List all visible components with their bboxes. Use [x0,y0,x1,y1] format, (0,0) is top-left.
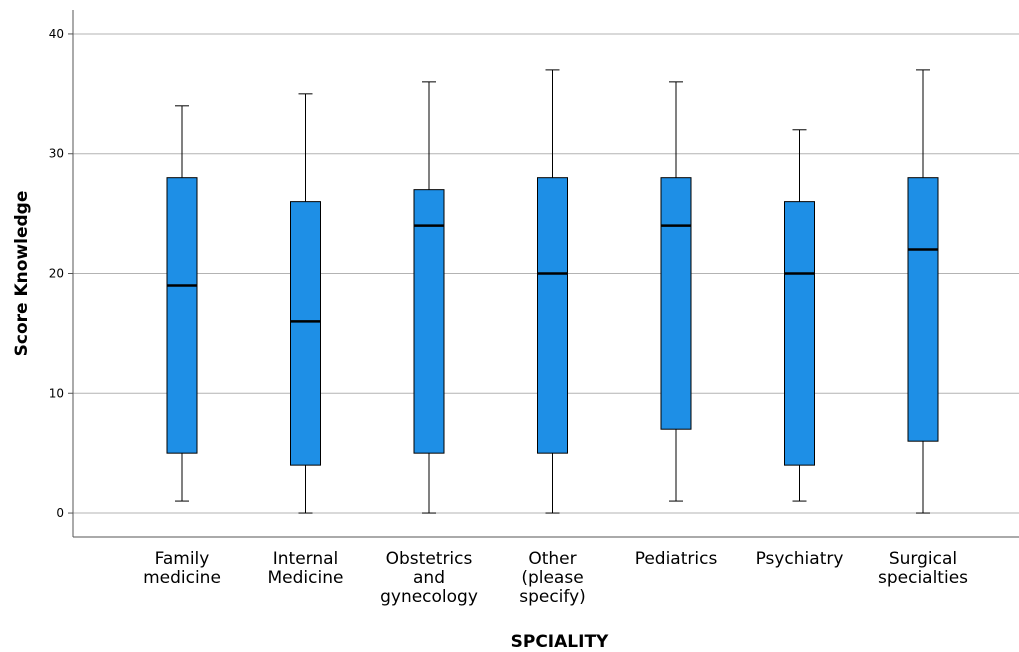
x-axis-title: SPCIALITY [511,632,609,652]
x-category-label-line: Surgical [889,549,957,569]
box-2 [290,93,321,514]
x-category-label-line: Medicine [268,568,344,588]
x-category-label: Internal Medicine [268,549,344,588]
iqr-box [537,177,568,454]
x-category-label-line: gynecology [380,587,478,607]
x-category-label-line: specify) [519,587,586,607]
x-category-label-line: Psychiatry [756,549,844,569]
x-category-label-line: Other [528,549,576,569]
x-category-label-line: medicine [143,568,221,588]
iqr-box [907,177,939,442]
box-4 [537,69,568,514]
y-tick-label: 40 [49,27,64,41]
y-tick-label: 30 [49,147,64,161]
x-category-label: Surgical specialties [878,549,968,588]
x-category-label-line: specialties [878,568,968,588]
y-axis-title: Score Knowledge [12,191,32,357]
y-tick-label: 20 [49,267,64,281]
x-category-label: Family medicine [143,549,221,588]
iqr-box [166,177,198,454]
x-category-label-line: Family [155,549,210,569]
box-6 [784,129,815,502]
x-category-label-line: (please [521,568,583,588]
iqr-box [784,201,815,466]
x-category-label: Pediatrics [635,549,718,569]
x-category-label-line: Pediatrics [635,549,718,569]
x-category-labels: Family medicine Internal Medicine Obstetrics… [143,549,968,607]
iqr-box [413,189,445,454]
box-7 [907,69,939,514]
x-category-label-line: Obstetrics [386,549,473,569]
y-tick-label: 0 [56,506,64,520]
x-category-label-line: and [413,568,445,588]
box-5 [660,81,692,502]
y-tick-label: 10 [49,386,64,400]
y-ticks: 0 10 20 30 40 [49,27,73,520]
iqr-box [660,177,692,430]
box-1 [166,105,198,502]
x-category-label: Obstetrics and gynecology [380,549,478,607]
box-3 [413,81,445,514]
x-category-label: Other (please specify) [519,549,586,607]
iqr-box [290,201,321,466]
x-category-label: Psychiatry [756,549,844,569]
boxes [166,69,939,514]
x-category-label-line: Internal [273,549,339,569]
